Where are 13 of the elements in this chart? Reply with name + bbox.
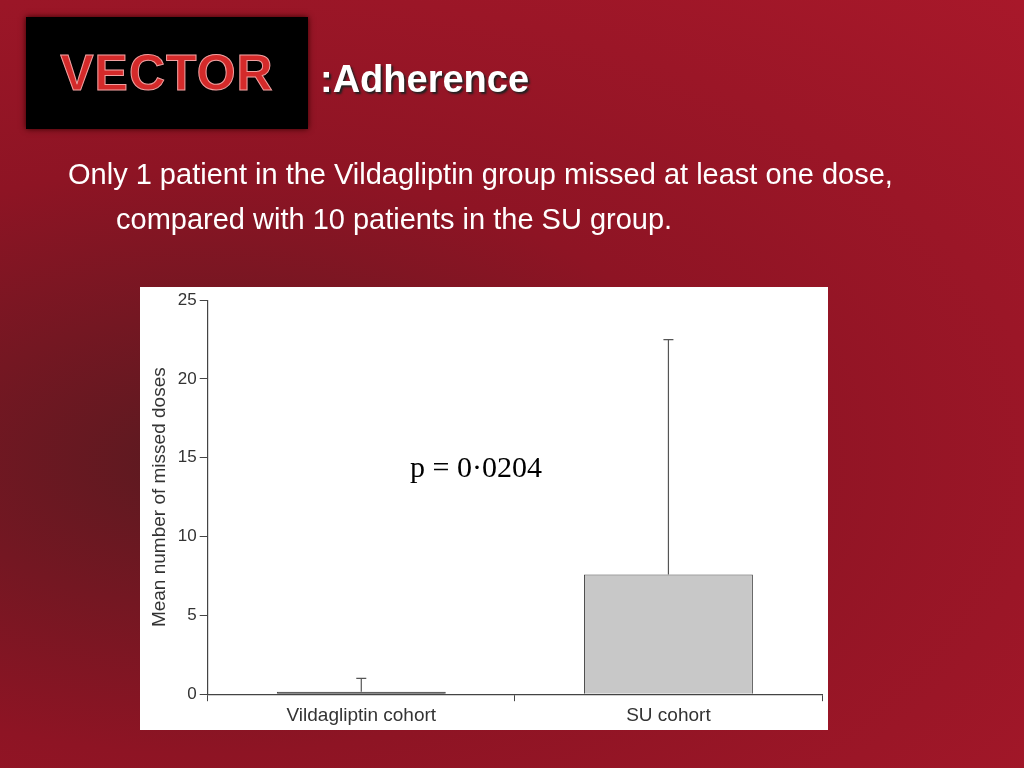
text: Only 1 patient in the Vildagliptin group missed at least one dose, compared with 10 patients in the SU group.	[68, 157, 894, 237]
chart-subtitle: :Adherence	[320, 58, 530, 101]
y-tick-label: 15	[177, 447, 197, 467]
y-tick-label: 20	[177, 368, 197, 388]
chart-title: VECTOR	[60, 44, 274, 102]
y-tick-label: 10	[177, 526, 197, 546]
annotation: p = 0·0204	[410, 450, 542, 484]
y-tick-label: 25	[177, 289, 197, 309]
y-tick-label: 5	[187, 605, 197, 625]
y-tick-label: 0	[187, 683, 197, 703]
x-tick-label: SU cohort	[626, 703, 712, 725]
x-tick-label: Vildagliptin cohort	[286, 703, 437, 725]
y-axis-title: Mean number of missed doses	[147, 367, 169, 628]
